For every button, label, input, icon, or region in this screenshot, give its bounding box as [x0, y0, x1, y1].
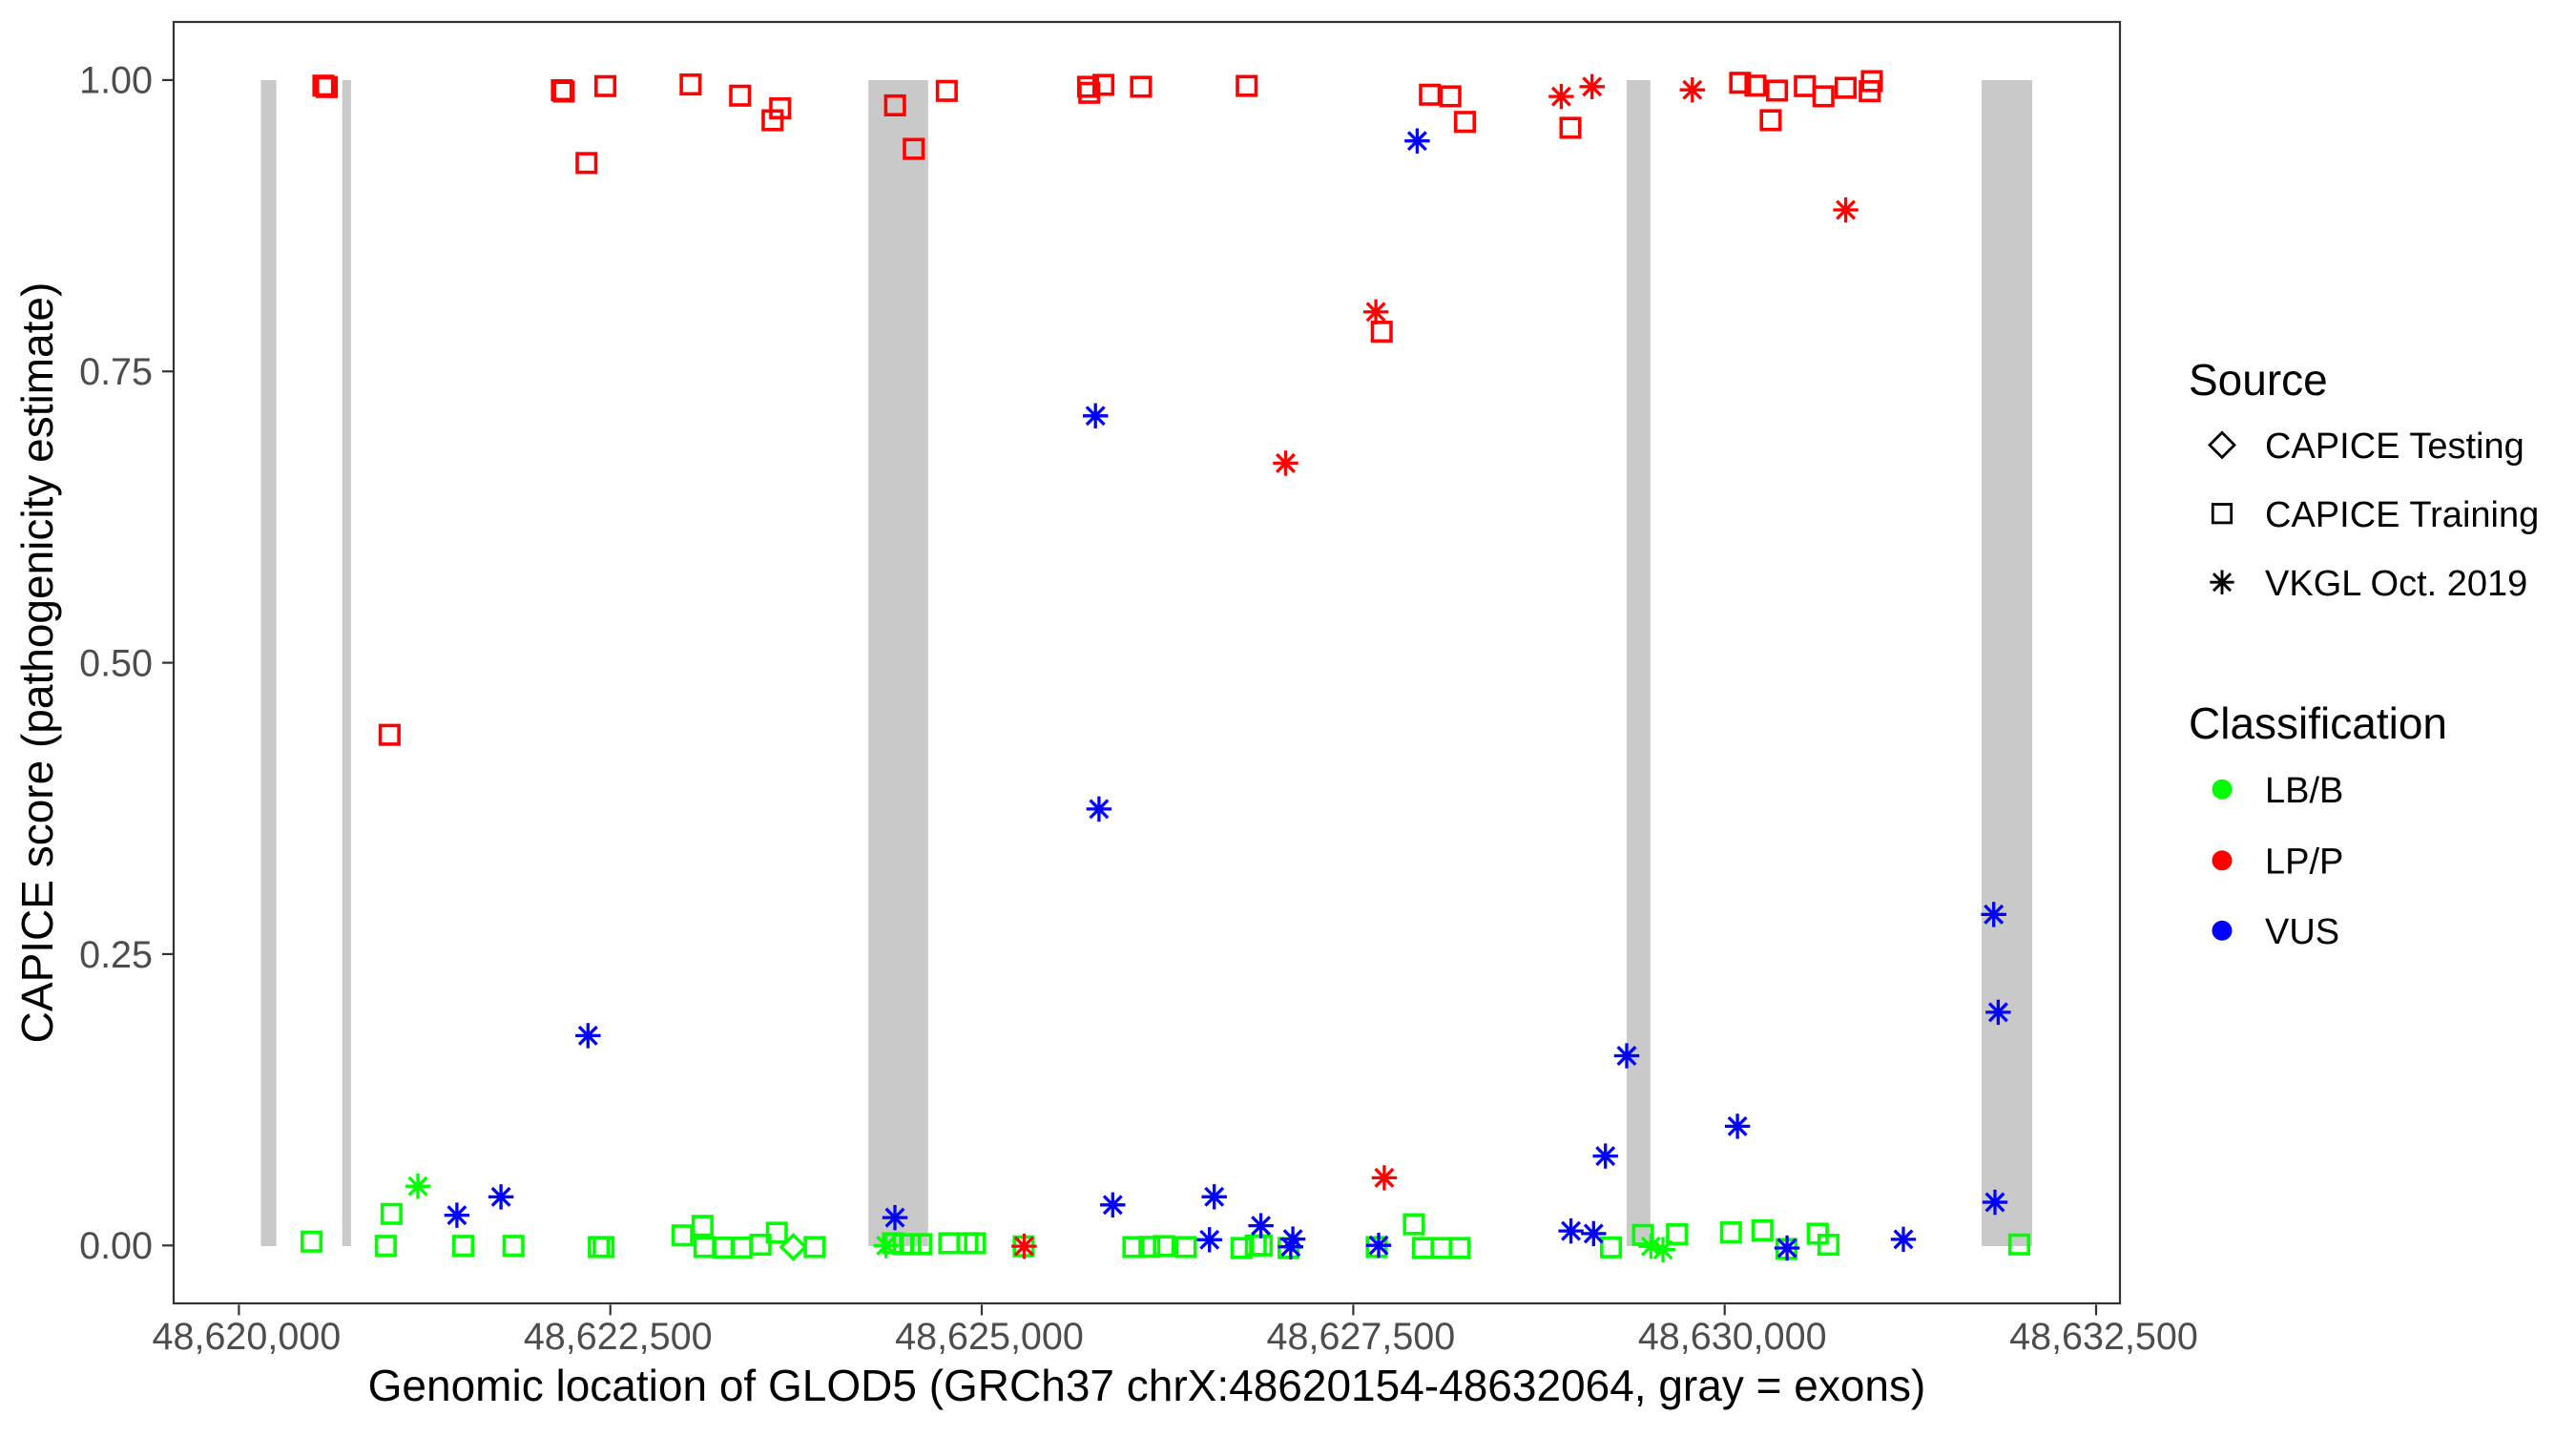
svg-text:LP/P: LP/P [2265, 842, 2343, 882]
svg-text:48,620,000: 48,620,000 [153, 1316, 342, 1358]
svg-text:1.00: 1.00 [79, 60, 153, 102]
svg-text:0.25: 0.25 [79, 934, 153, 976]
svg-text:48,625,000: 48,625,000 [895, 1316, 1084, 1358]
svg-text:48,630,000: 48,630,000 [1638, 1316, 1827, 1358]
svg-text:VUS: VUS [2265, 912, 2339, 952]
svg-text:Genomic location of GLOD5 (GRC: Genomic location of GLOD5 (GRCh37 chrX:4… [368, 1361, 1926, 1410]
svg-text:LB/B: LB/B [2265, 771, 2343, 811]
svg-text:CAPICE Training: CAPICE Training [2265, 495, 2539, 535]
svg-text:Classification: Classification [2189, 698, 2447, 748]
svg-text:CAPICE score (pathogenicity es: CAPICE score (pathogenicity estimate) [12, 282, 62, 1044]
svg-text:0.50: 0.50 [79, 642, 153, 684]
svg-text:0.75: 0.75 [79, 351, 153, 393]
svg-text:48,627,500: 48,627,500 [1267, 1316, 1456, 1358]
svg-text:0.00: 0.00 [79, 1225, 153, 1267]
svg-text:48,632,500: 48,632,500 [2009, 1316, 2198, 1358]
svg-text:VKGL Oct. 2019: VKGL Oct. 2019 [2265, 564, 2527, 604]
svg-text:48,622,500: 48,622,500 [524, 1316, 713, 1358]
svg-text:CAPICE Testing: CAPICE Testing [2265, 427, 2524, 467]
svg-text:Source: Source [2189, 355, 2328, 405]
